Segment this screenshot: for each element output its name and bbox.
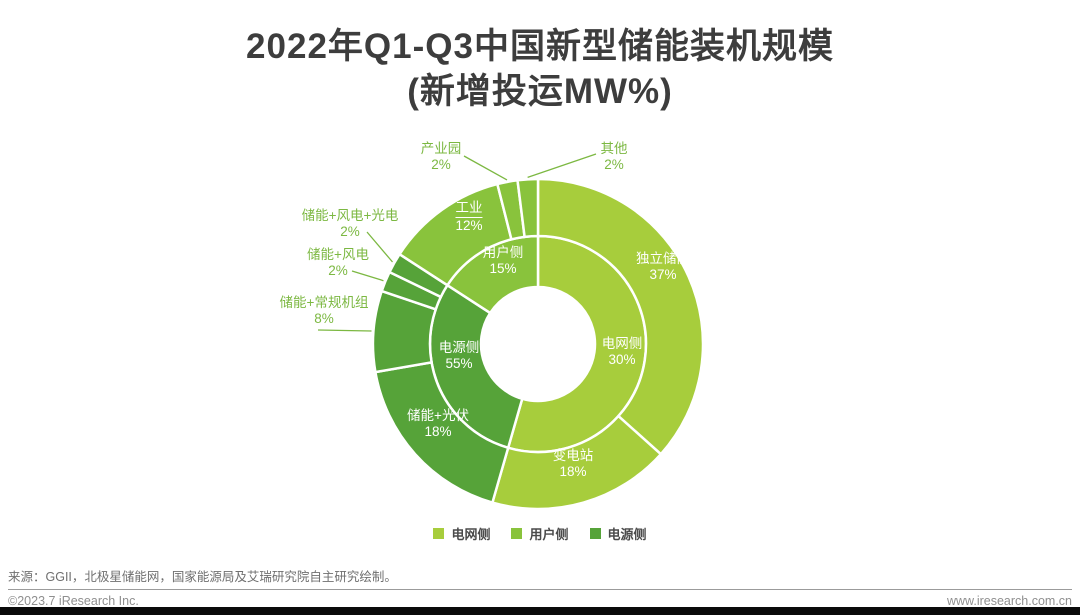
footer-divider — [8, 589, 1072, 590]
legend-swatch-icon — [511, 528, 523, 539]
legend-item-1: 用户侧 — [511, 524, 569, 543]
legend-item-2: 电源侧 — [589, 524, 647, 543]
chart-title-line-2: (新增投运MW%) — [407, 72, 673, 111]
legend-label: 电源侧 — [607, 527, 647, 542]
leader-line-3 — [317, 329, 372, 332]
copyright-text: ©2023.7 iResearch Inc. — [8, 594, 139, 608]
legend-label: 电网侧 — [451, 527, 491, 542]
chart-title-line-1: 2022年Q1-Q3中国新型储能装机规模 — [246, 27, 834, 66]
legend-swatch-icon — [589, 528, 601, 539]
outer-slice-0 — [536, 177, 705, 456]
bottom-bar — [0, 607, 1080, 615]
source-note: 来源：GGII，北极星储能网，国家能源局及艾瑞研究院自主研究绘制。 — [8, 570, 397, 584]
legend-item-0: 电网侧 — [433, 524, 490, 543]
chart-title: 2022年Q1-Q3中国新型储能装机规模 (新增投运MW%) — [0, 24, 1080, 114]
legend-swatch-icon — [433, 528, 445, 539]
legend-label: 用户侧 — [529, 527, 569, 542]
leader-line-8 — [527, 153, 597, 178]
leader-line-4 — [351, 270, 384, 282]
leader-line-7 — [463, 155, 508, 181]
website-link: www.iresearch.com.cn — [946, 594, 1072, 608]
outer-slice-8 — [516, 177, 540, 239]
chart-legend: 电网侧 用户侧 电源侧 — [0, 524, 1080, 543]
footer-row: ©2023.7 iResearch Inc. www.iresearch.com… — [8, 594, 1072, 608]
leader-line-5 — [366, 231, 394, 263]
